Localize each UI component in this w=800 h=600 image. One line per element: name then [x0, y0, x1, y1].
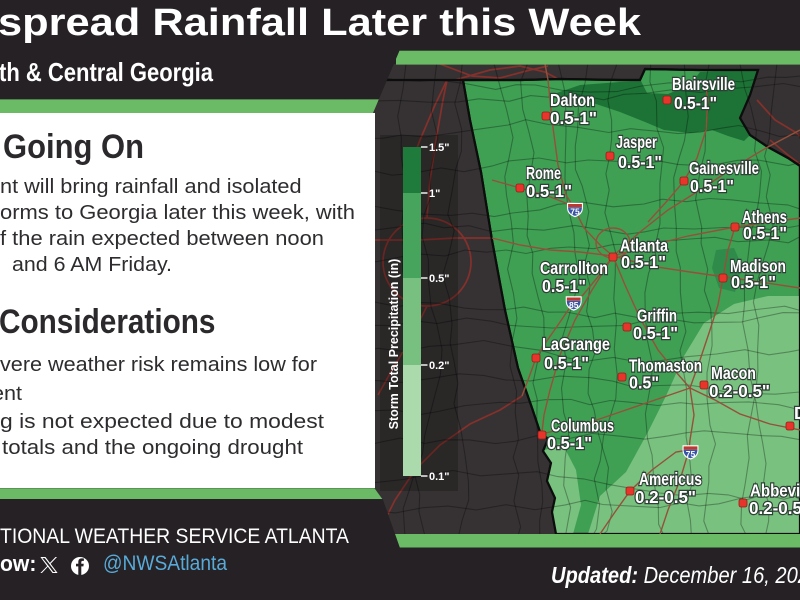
svg-text:Athens: Athens: [742, 207, 787, 227]
svg-text:0.2-0.5": 0.2-0.5": [709, 381, 770, 401]
svg-text:0.2": 0.2": [429, 360, 450, 372]
svg-text:0.5-1": 0.5-1": [633, 323, 678, 343]
svg-text:0.5-1": 0.5-1": [542, 276, 586, 296]
svg-text:Storm Total Precipitation (in): Storm Total Precipitation (in): [387, 259, 401, 430]
svg-text:Griffin: Griffin: [637, 306, 677, 326]
svg-text:0.5": 0.5": [429, 273, 450, 285]
svg-text:0.5-1": 0.5-1": [621, 252, 666, 272]
svg-text:1.5": 1.5": [429, 142, 450, 154]
svg-text:0.2-0.5": 0.2-0.5": [749, 498, 800, 518]
svg-text:75: 75: [570, 207, 580, 217]
svg-text:Blairsville: Blairsville: [672, 74, 735, 94]
svg-text:Madison: Madison: [730, 256, 786, 276]
svg-text:Abbeville: Abbeville: [750, 481, 800, 501]
svg-text:Atlanta: Atlanta: [620, 236, 668, 256]
svg-text:0.5-1": 0.5-1": [743, 223, 787, 243]
svg-text:Jasper: Jasper: [616, 132, 657, 152]
svg-text:Thomaston: Thomaston: [629, 356, 702, 376]
svg-text:0.5-1": 0.5-1": [674, 93, 717, 113]
svg-text:Americus: Americus: [639, 469, 702, 489]
svg-text:0.5": 0.5": [629, 373, 659, 393]
svg-text:Columbus: Columbus: [551, 416, 614, 436]
svg-text:1": 1": [429, 188, 440, 200]
svg-text:0.5-1": 0.5-1": [618, 152, 662, 172]
svg-text:0.2-0.5": 0.2-0.5": [635, 487, 696, 507]
svg-text:LaGrange: LaGrange: [542, 334, 610, 354]
svg-text:75: 75: [686, 449, 696, 459]
svg-text:Carrollton: Carrollton: [540, 258, 608, 278]
svg-text:0.5-1": 0.5-1": [547, 433, 592, 453]
svg-text:0.5-1": 0.5-1": [544, 353, 589, 373]
svg-text:Macon: Macon: [711, 363, 756, 383]
svg-text:85: 85: [569, 300, 579, 310]
svg-text:0.5-1": 0.5-1": [690, 176, 734, 196]
svg-text:0.5-1": 0.5-1": [550, 108, 597, 128]
svg-text:0.1": 0.1": [429, 471, 450, 483]
svg-text:0.5-1": 0.5-1": [731, 272, 776, 292]
svg-text:0.5-1": 0.5-1": [526, 181, 572, 201]
svg-text:Rome: Rome: [526, 163, 561, 183]
svg-text:Gainesville: Gainesville: [689, 158, 759, 178]
svg-text:Dalton: Dalton: [550, 90, 595, 110]
svg-text:D: D: [794, 403, 800, 423]
